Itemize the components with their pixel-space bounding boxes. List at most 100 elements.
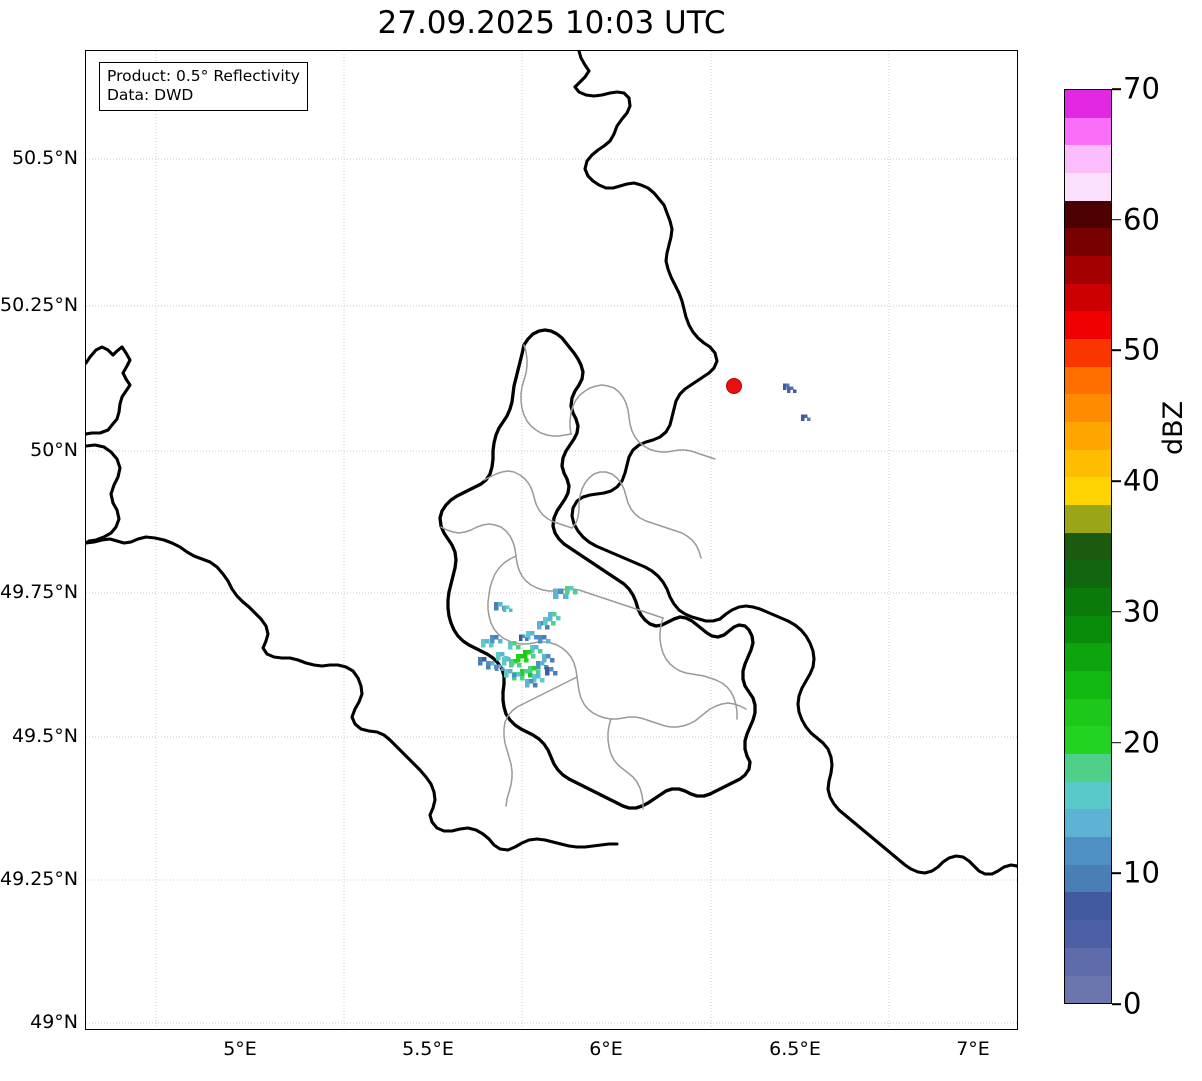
radar-echo-cell [503,605,513,612]
colorbar-band-29 [1065,892,1111,921]
colorbar-ticklabel-0: 0 [1123,986,1142,1021]
radar-echo-cell [508,641,521,650]
radar-echo-cell [801,414,811,421]
radar-echo-cell [787,386,797,393]
colorbar-tickmark-3 [1112,611,1121,613]
colorbar-ticklabel-7: 70 [1123,71,1160,106]
radar-echo-cell [526,631,539,640]
radar-echo-cell [553,588,569,599]
colorbar-band-19 [1065,615,1111,644]
colorbar-band-31 [1065,947,1111,976]
colorbar-band-0 [1065,90,1111,118]
y-axis-tick-0: 50.5°N [11,147,78,169]
radar-echo-cell [478,657,491,666]
colorbar-band-14 [1065,477,1111,506]
colorbar-tickmark-4 [1112,480,1121,482]
radar-echo-cell [519,634,529,641]
colorbar-ticklabel-6: 60 [1123,202,1160,237]
colorbar-band-32 [1065,975,1111,1003]
colorbar-band-5 [1065,228,1111,257]
radar-echo-cell [548,612,561,621]
colorbar-band-1 [1065,117,1111,146]
colorbar-band-23 [1065,726,1111,755]
radar-echo-cell [528,666,541,675]
radar-site-marker [726,378,742,394]
radar-echo-cell [538,635,551,644]
y-axis-tick-3: 49.75°N [0,581,79,603]
radar-echo-cell [496,652,509,661]
colorbar-band-2 [1065,145,1111,174]
figure-title: 27.09.2025 10:03 UTC [377,5,726,41]
radar-echo-cell [525,679,538,688]
radar-echo-cell [565,586,578,595]
belgium-germany-border [570,51,1017,876]
national-borders [86,345,619,852]
radar-echo-cells [478,383,811,688]
radar-echo-cell [532,674,545,683]
radar-echo-cell [520,669,533,678]
colorbar-band-6 [1065,256,1111,284]
colorbar-band-28 [1065,864,1111,893]
colorbar-tickmark-6 [1112,218,1121,221]
colorbar-band-11 [1065,394,1111,423]
colorbar-ticklabel-5: 50 [1123,332,1160,367]
x-axis-tick-0: 5°E [223,1038,257,1060]
colorbar-band-13 [1065,449,1111,478]
y-axis-tick-6: 49°N [30,1011,78,1033]
colorbar-band-16 [1065,532,1111,561]
colorbar-band-30 [1065,920,1111,948]
colorbar-band-8 [1065,311,1111,340]
colorbar-band-22 [1065,698,1111,727]
x-axis-tick-2: 6°E [589,1038,623,1060]
grid-lines [86,51,1017,1029]
luxembourg-outline [438,328,757,810]
data-source-line: Data: DWD [107,86,194,104]
luxembourg-canton-borders [440,344,747,810]
radar-echo-cell [516,654,529,663]
colorbar-tickmark-7 [1112,88,1121,90]
map-canvas [86,51,1017,1029]
colorbar-band-26 [1065,809,1111,838]
y-axis-tick-1: 50.25°N [0,294,79,316]
colorbar-band-25 [1065,781,1111,810]
colorbar-band-3 [1065,173,1111,201]
reflectivity-colorbar [1064,89,1112,1004]
colorbar-band-24 [1065,754,1111,782]
radar-echo-cell [481,639,494,648]
colorbar-band-27 [1065,837,1111,865]
colorbar-ticklabel-3: 30 [1123,594,1160,629]
product-line: Product: 0.5° Reflectivity [107,67,300,85]
x-axis-tick-3: 6.5°E [769,1038,821,1060]
colorbar-band-12 [1065,422,1111,450]
colorbar-tick-labels: 0 10 20 30 40 50 60 70 [1112,74,1202,1018]
colorbar-tickmark-2 [1112,741,1121,744]
x-axis-tick-1: 5.5°E [402,1038,454,1060]
colorbar-band-17 [1065,560,1111,589]
map-plot-area[interactable]: Product: 0.5° Reflectivity Data: DWD [85,50,1018,1030]
colorbar-band-18 [1065,588,1111,616]
radar-echo-cell [545,667,558,676]
y-axis-tick-2: 50°N [30,439,78,461]
radar-echo-cell [523,650,536,659]
colorbar-tickmark-1 [1112,872,1121,875]
y-axis-tick-4: 49.5°N [11,725,78,747]
colorbar-band-21 [1065,671,1111,699]
radar-echo-cell [530,645,543,654]
colorbar-ticklabel-4: 40 [1123,463,1160,498]
radar-echo-cell [504,669,517,678]
colorbar-band-20 [1065,643,1111,672]
colorbar-ticklabel-1: 10 [1123,855,1160,890]
colorbar-band-10 [1065,366,1111,395]
colorbar-axis-label: dBZ [1158,400,1189,455]
colorbar-tickmark-5 [1112,349,1121,352]
colorbar-band-4 [1065,200,1111,229]
colorbar-ticklabel-2: 20 [1123,725,1160,760]
radar-echo-cell [542,654,555,663]
x-axis-tick-4: 7°E [956,1038,990,1060]
colorbar-tickmark-0 [1112,1003,1121,1005]
product-info-box: Product: 0.5° Reflectivity Data: DWD [99,62,308,111]
colorbar-band-15 [1065,505,1111,533]
colorbar-band-7 [1065,283,1111,312]
radar-echo-cell [490,635,503,644]
